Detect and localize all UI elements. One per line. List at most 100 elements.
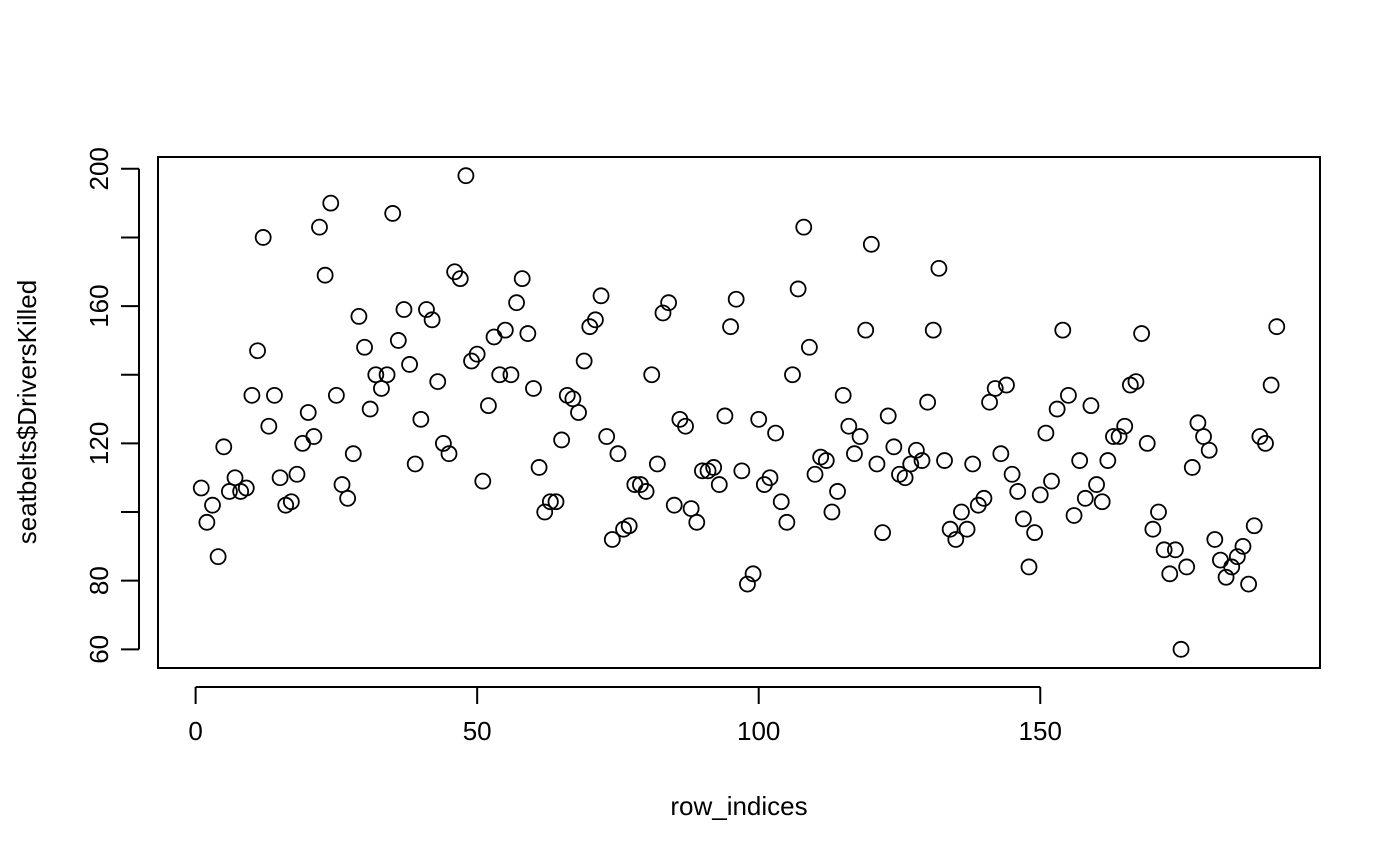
data-point [1003,465,1021,483]
data-point [598,428,616,445]
data-point [1127,373,1145,391]
data-point [564,390,582,408]
y-axis-label: seatbelts$DriversKilled [12,280,42,544]
y-tick-label: 200 [84,147,114,190]
data-point [919,393,937,411]
data-point [536,503,554,521]
data-point [1234,537,1252,555]
data-point [243,386,261,404]
data-point [204,496,221,514]
data-point [800,338,818,356]
data-point [356,338,373,356]
data-point [1228,548,1246,566]
data-point [553,431,571,449]
data-point [316,266,334,284]
data-point [496,321,514,339]
data-point [907,441,925,459]
data-point [930,259,948,277]
data-point [1240,575,1257,593]
data-point [434,434,452,452]
data-point [924,321,942,339]
data-point [767,424,785,442]
data-point [288,465,306,483]
data-point [305,428,323,445]
data-point [406,455,424,473]
data-point [480,397,497,415]
data-point [401,356,418,373]
data-point [744,565,762,583]
data-point [710,476,728,493]
data-point [682,500,700,518]
data-point [1009,483,1027,500]
x-axis-label: row_indices [670,791,807,821]
data-point [260,417,278,435]
data-point [879,407,897,425]
data-point [1161,565,1179,583]
data-point [491,366,509,384]
data-point [327,386,345,404]
data-point [896,469,914,487]
data-point [840,417,858,435]
data-point [468,345,486,363]
data-point [1183,459,1201,476]
data-point [750,410,768,428]
data-point [570,404,587,421]
data-point [851,428,869,445]
data-point [795,218,813,236]
data-point [986,380,1004,397]
data-point [947,531,965,548]
data-point [271,469,289,487]
data-point [1048,400,1066,418]
data-point [941,520,959,538]
data-point [429,373,447,391]
data-point [1060,386,1077,404]
data-point [1144,520,1162,538]
data-point [299,404,317,421]
data-point [885,438,903,456]
data-point [1020,558,1038,576]
data-point [874,524,891,542]
data-point [361,400,379,418]
data-point [789,280,807,298]
data-point [1245,517,1263,535]
data-point [1014,510,1032,528]
data-point [525,380,542,397]
x-tick-label: 100 [737,716,780,746]
y-tick-label: 60 [84,635,114,664]
data-point [829,483,846,500]
data-point [705,459,723,476]
data-point [1223,558,1241,576]
data-point [1150,503,1167,521]
data-point [519,325,537,342]
data-point [558,386,576,404]
data-point [575,352,593,370]
data-point [1105,428,1122,445]
y-tick-label: 120 [84,422,114,465]
data-point [637,483,655,500]
data-point [761,469,779,487]
data-point [1133,325,1151,342]
data-point [1138,434,1156,452]
data-point [322,194,340,212]
data-point [778,513,796,531]
data-point [1116,417,1134,435]
data-point [1268,318,1286,336]
data-point [418,301,435,318]
data-point [812,448,830,466]
data-point [648,455,666,473]
data-point [846,445,863,463]
data-point [339,489,357,507]
data-point [592,287,610,305]
data-point [1166,541,1184,559]
data-point [660,294,678,312]
data-point [384,205,402,222]
data-point [541,493,559,511]
data-point [389,332,407,349]
data-point [716,407,734,425]
data-point [508,294,525,312]
data-point [823,503,841,521]
data-point [1217,568,1235,586]
data-point [1200,441,1218,459]
data-point [772,493,790,511]
